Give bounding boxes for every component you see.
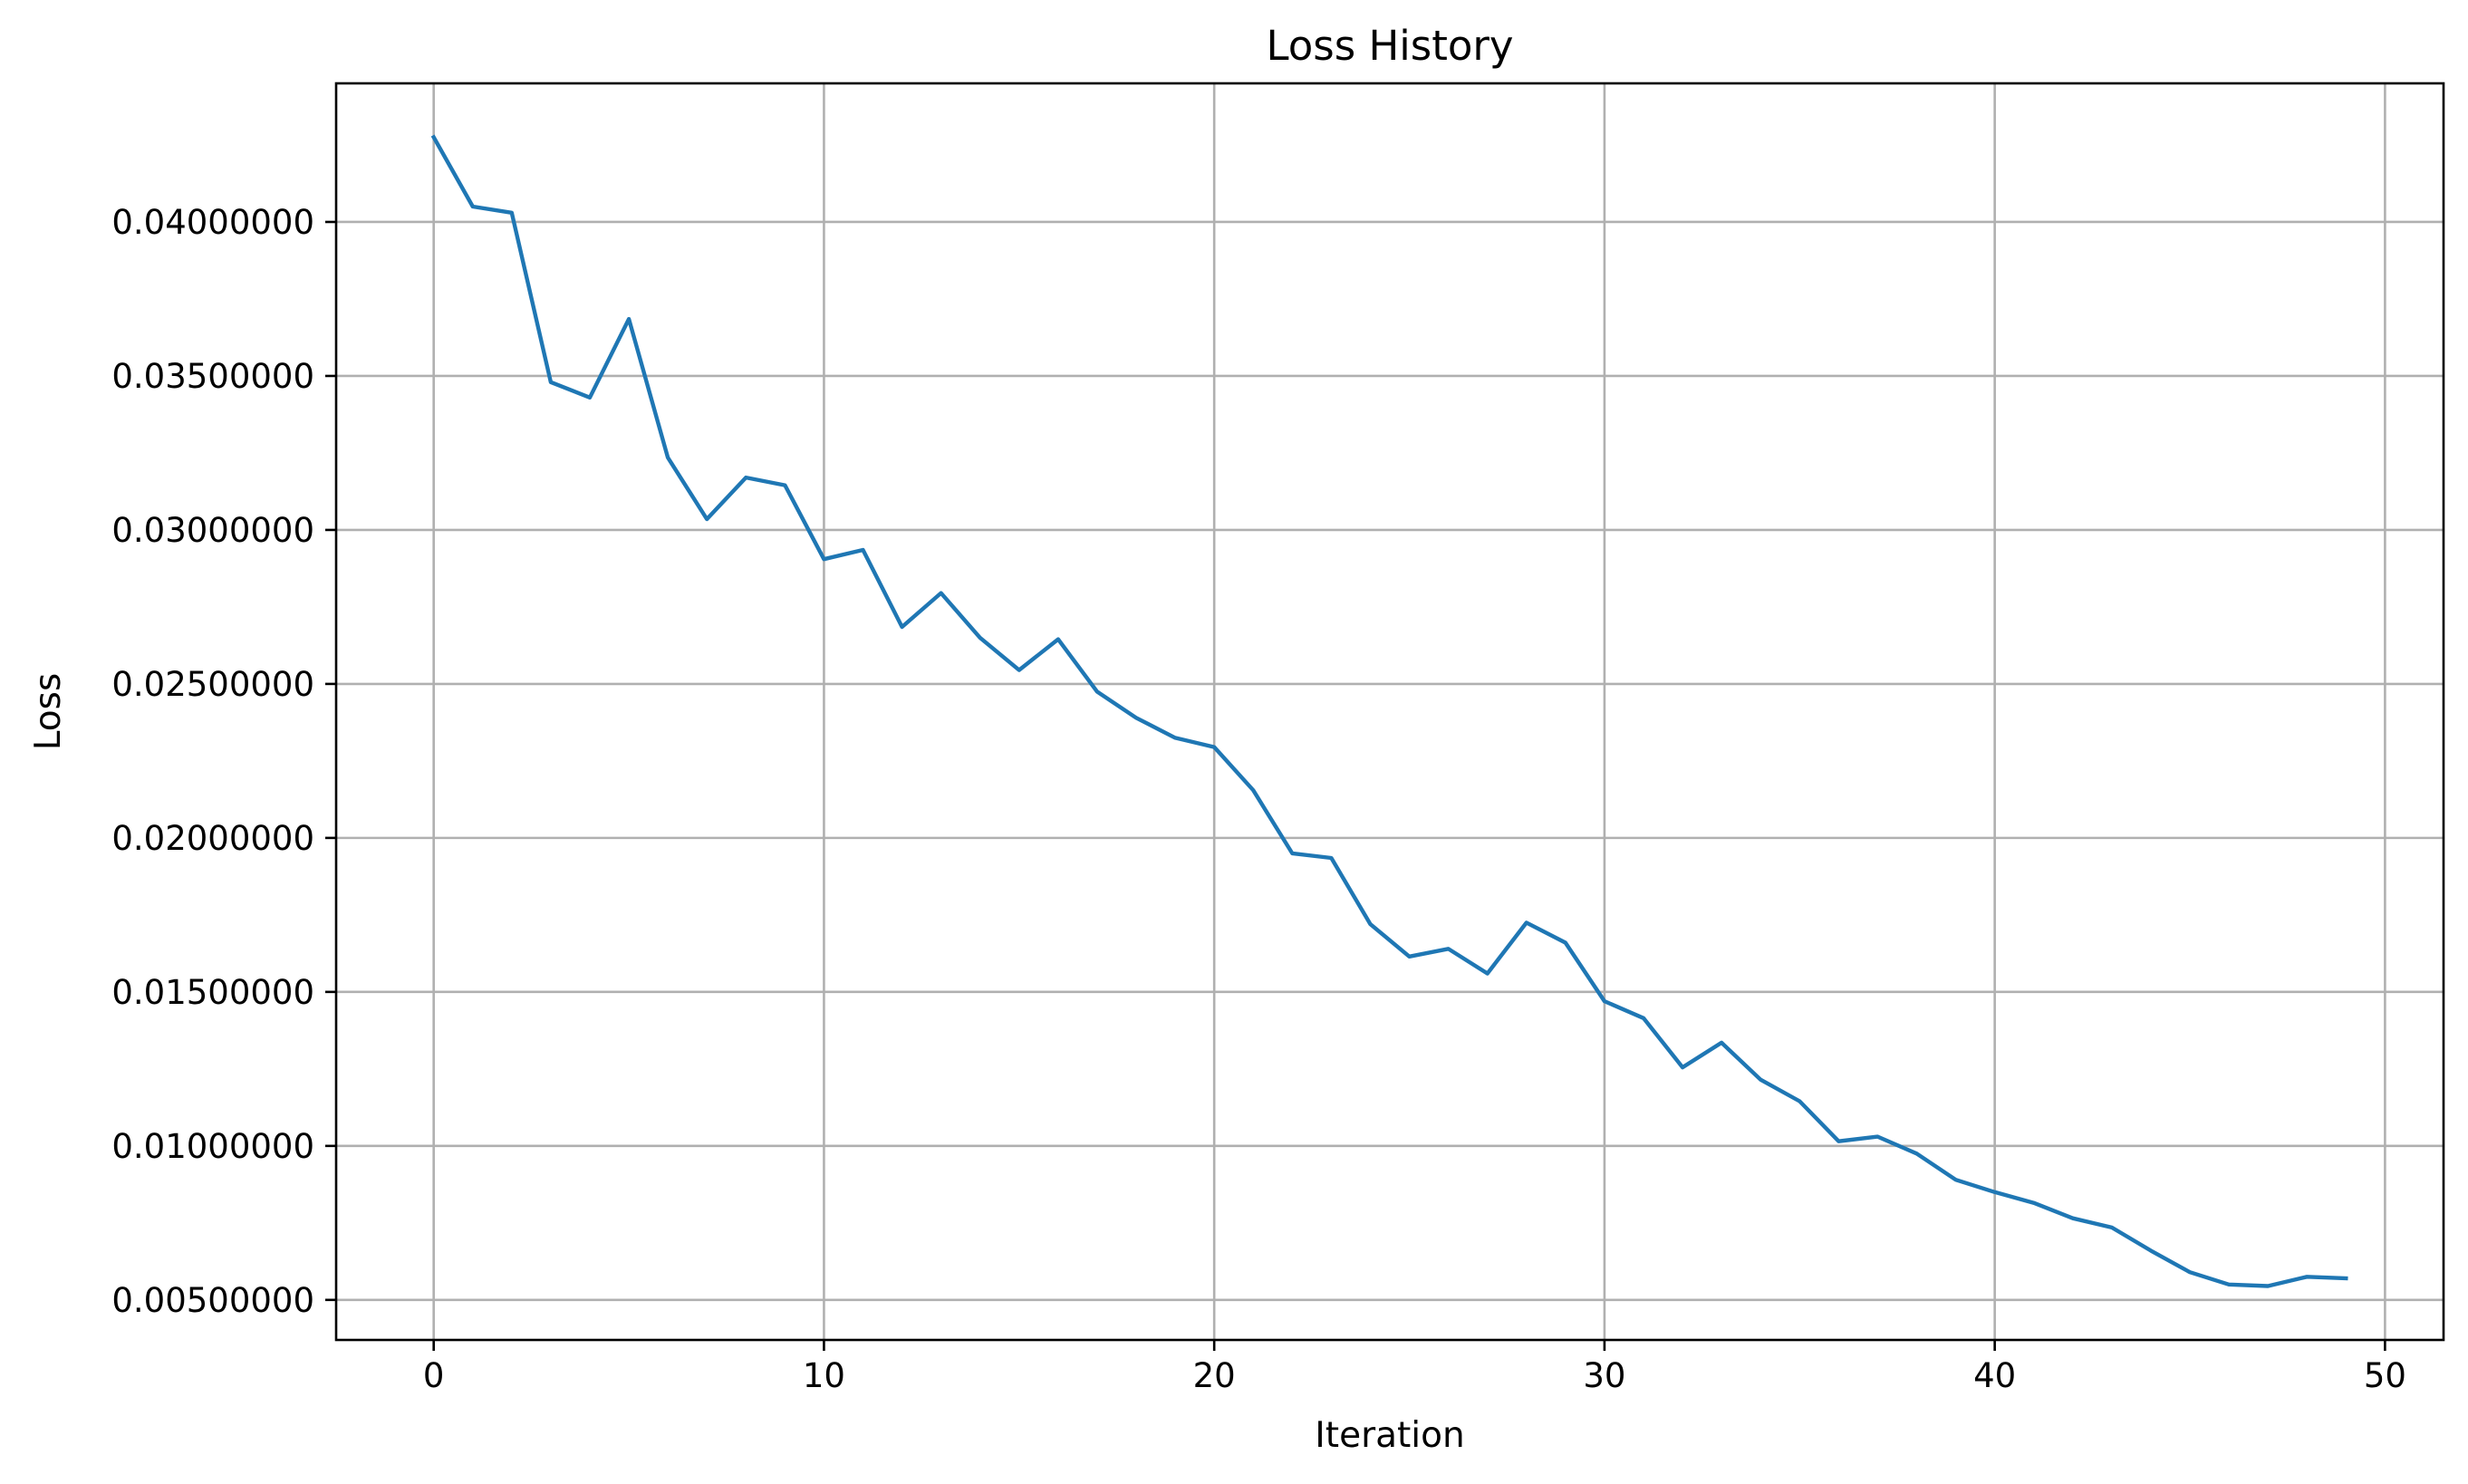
- y-tick-label: 0.01000000: [111, 1127, 314, 1166]
- chart-title: Loss History: [1266, 22, 1513, 70]
- x-tick-label: 0: [423, 1356, 445, 1395]
- plot-frame: [334, 82, 2445, 1342]
- x-tick-label: 10: [803, 1356, 845, 1395]
- grid-lines: [336, 83, 2444, 1340]
- x-tick-label: 50: [2364, 1356, 2406, 1395]
- axis-ticks: 0 10 20 30 40 50 0.00500000 0.01000000 0.0150000…: [111, 203, 2406, 1395]
- x-tick-label: 20: [1193, 1356, 1236, 1395]
- y-tick-label: 0.02000000: [111, 819, 314, 858]
- y-tick-label: 0.04000000: [111, 203, 314, 242]
- y-axis-label: Loss: [28, 673, 69, 751]
- series-layer: [430, 134, 2348, 1288]
- y-tick-label: 0.03000000: [111, 511, 314, 550]
- x-tick-label: 40: [1973, 1356, 2016, 1395]
- y-tick-label: 0.01500000: [111, 973, 314, 1012]
- y-tick-label: 0.03500000: [111, 357, 314, 396]
- x-axis-label: Iteration: [1315, 1415, 1464, 1456]
- y-tick-label: 0.00500000: [111, 1281, 314, 1320]
- x-tick-label: 30: [1583, 1356, 1625, 1395]
- y-tick-label: 0.02500000: [111, 665, 314, 704]
- loss-series-line: [430, 134, 2348, 1288]
